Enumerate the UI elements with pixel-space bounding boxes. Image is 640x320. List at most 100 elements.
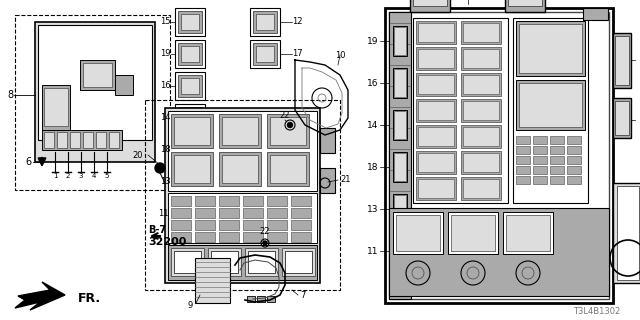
Bar <box>291 220 311 230</box>
Bar <box>181 142 199 158</box>
Bar <box>83 63 112 87</box>
Bar <box>418 23 454 42</box>
Bar <box>418 75 454 94</box>
Bar <box>416 151 456 174</box>
Bar <box>385 8 613 303</box>
Bar <box>461 151 501 174</box>
Bar <box>418 153 454 172</box>
Bar <box>181 14 199 30</box>
Text: 19: 19 <box>367 36 379 45</box>
Bar <box>174 155 210 183</box>
Text: 20: 20 <box>132 150 143 159</box>
Bar <box>519 83 582 127</box>
Bar <box>461 177 501 200</box>
Bar <box>115 75 133 95</box>
Bar <box>516 146 530 154</box>
Circle shape <box>155 163 165 173</box>
Bar <box>175 40 205 68</box>
Text: 16: 16 <box>160 82 170 91</box>
Bar <box>178 203 202 225</box>
Bar <box>267 208 287 218</box>
Bar <box>389 12 609 299</box>
Bar <box>461 73 501 96</box>
Bar <box>413 0 447 6</box>
Bar <box>394 237 406 265</box>
Text: 8: 8 <box>7 90 13 100</box>
Bar <box>394 27 406 55</box>
Bar <box>410 0 450 12</box>
Bar <box>219 208 239 218</box>
Bar <box>109 132 119 148</box>
Text: 7: 7 <box>300 291 305 300</box>
Bar <box>171 220 191 230</box>
Bar <box>418 49 454 68</box>
Bar <box>533 166 547 174</box>
Bar <box>178 11 202 33</box>
Bar <box>448 212 498 254</box>
Bar <box>567 166 581 174</box>
Text: 13: 13 <box>160 178 170 187</box>
Circle shape <box>287 123 292 127</box>
Bar <box>567 136 581 144</box>
Bar <box>516 21 585 76</box>
Bar <box>533 136 547 144</box>
Bar <box>44 88 68 126</box>
Bar <box>195 232 215 242</box>
Bar <box>567 146 581 154</box>
Text: 6: 6 <box>25 157 31 167</box>
Bar <box>267 114 309 148</box>
Bar <box>461 21 501 44</box>
Bar <box>168 193 317 243</box>
Text: 11: 11 <box>157 210 168 219</box>
Bar <box>416 73 456 96</box>
Bar <box>178 139 202 161</box>
Text: 16: 16 <box>367 78 379 87</box>
Text: 3: 3 <box>79 173 83 179</box>
Bar <box>550 146 564 154</box>
Text: 9: 9 <box>188 300 193 309</box>
Bar <box>243 232 263 242</box>
Bar <box>389 12 411 299</box>
Bar <box>219 196 239 206</box>
Bar <box>503 212 553 254</box>
Bar <box>463 153 499 172</box>
Bar <box>267 220 287 230</box>
Bar <box>463 49 499 68</box>
Bar <box>270 117 306 145</box>
Bar <box>463 75 499 94</box>
Bar <box>175 168 205 196</box>
Bar <box>267 152 309 186</box>
Bar <box>418 179 454 198</box>
Text: 22: 22 <box>260 228 270 236</box>
Bar <box>516 156 530 164</box>
Bar <box>291 232 311 242</box>
Bar <box>168 111 317 191</box>
Bar <box>615 36 629 85</box>
Bar <box>96 132 106 148</box>
Bar <box>393 194 407 224</box>
Bar <box>416 177 456 200</box>
Bar <box>248 251 275 273</box>
Bar <box>451 215 495 251</box>
Bar <box>394 69 406 97</box>
Bar <box>208 248 241 276</box>
Bar <box>418 101 454 120</box>
Bar <box>35 22 155 162</box>
Bar <box>613 98 631 138</box>
Bar <box>174 251 201 273</box>
Text: 13: 13 <box>367 204 379 213</box>
Bar <box>175 8 205 36</box>
Bar <box>195 220 215 230</box>
Bar <box>175 104 205 132</box>
Bar <box>516 136 530 144</box>
Bar <box>267 232 287 242</box>
Bar <box>257 296 265 302</box>
Text: 10: 10 <box>335 51 345 60</box>
Bar <box>195 208 215 218</box>
Bar <box>175 136 205 164</box>
Text: 18: 18 <box>367 163 379 172</box>
Bar <box>505 0 545 12</box>
Bar <box>270 155 306 183</box>
Bar <box>615 101 629 135</box>
Text: 2: 2 <box>66 173 70 179</box>
